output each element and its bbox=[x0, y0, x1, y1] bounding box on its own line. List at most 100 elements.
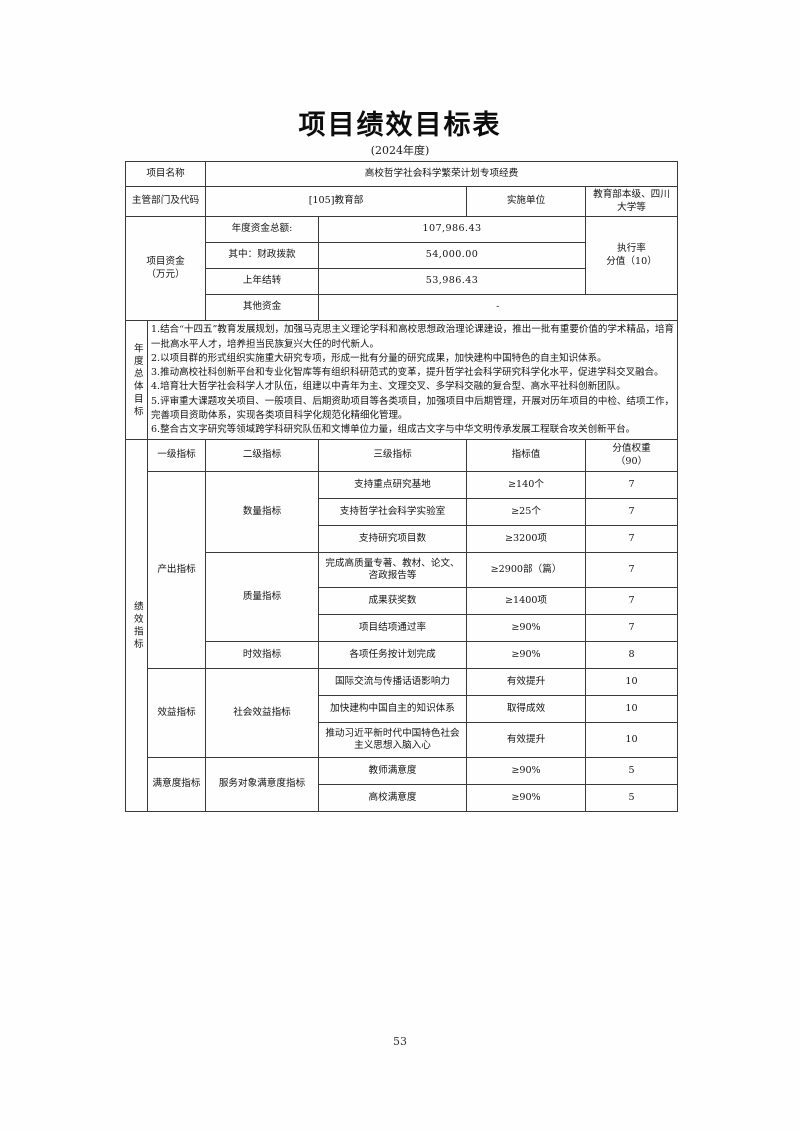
funds-row-value: 107,986.43 bbox=[318, 216, 586, 244]
indicator-value: ≥25个 bbox=[466, 498, 586, 527]
funds-row-label: 上年结转 bbox=[205, 268, 319, 296]
header-level3: 三级指标 bbox=[318, 439, 467, 473]
indicator-weight: 7 bbox=[585, 614, 678, 643]
table-row-indicator: 高校满意度 ≥90% 5 bbox=[126, 784, 678, 813]
annual-goals-content: 1.结合“十四五”教育发展规划，加强马克思主义理论学科和高校思想政治理论课建设，… bbox=[147, 320, 678, 441]
level2-timeliness: 时效指标 bbox=[205, 641, 319, 670]
table-row-indicator: 效益指标 社会效益指标 国际交流与传播话语影响力 有效提升 10 bbox=[126, 668, 678, 759]
page-title: 项目绩效目标表 bbox=[298, 110, 502, 141]
indicator-value: ≥90% bbox=[466, 641, 586, 670]
level2-quantity: 数量指标 bbox=[205, 471, 319, 554]
level3-label: 支持重点研究基地 bbox=[318, 471, 467, 500]
table-row-project-name: 项目名称 高校哲学社会科学繁荣计划专项经费 bbox=[125, 161, 678, 187]
header-weight-line1: 分值权重 bbox=[612, 443, 651, 455]
project-name-label: 项目名称 bbox=[125, 161, 206, 187]
header-value: 指标值 bbox=[466, 439, 586, 473]
indicator-value: 取得成效 bbox=[466, 695, 586, 724]
page-subtitle: (2024年度) bbox=[370, 144, 430, 157]
header-level2: 二级指标 bbox=[205, 439, 319, 473]
project-name-value: 高校哲学社会科学繁荣计划专项经费 bbox=[205, 161, 678, 187]
goal-item: 2.以项目群的形式组织实施重大研究专项，形成一批有分量的研究成果，加快建构中国特… bbox=[151, 352, 607, 364]
execution-rate-line1: 执行率 bbox=[617, 243, 646, 255]
table-row-indicator: 推动习近平新时代中国特色社会主义思想入脑入心 有效提升 10 bbox=[126, 722, 678, 759]
table-row-indicator: 项目结项通过率 ≥90% 7 bbox=[126, 614, 678, 643]
table-row-annual-goals: 年度总体目标 1.结合“十四五”教育发展规划，加强马克思主义理论学科和高校思想政… bbox=[125, 320, 678, 441]
funds-row-value: 53,986.43 bbox=[318, 268, 586, 296]
indicator-weight: 7 bbox=[585, 587, 678, 616]
indicator-weight: 7 bbox=[585, 498, 678, 527]
table-row-indicator-headers: 绩效指标 一级指标 二级指标 三级指标 指标值 分值权重 （90） bbox=[125, 439, 678, 813]
level1-benefit: 效益指标 bbox=[147, 668, 206, 759]
table-row-indicator: 加快建构中国自主的知识体系 取得成效 10 bbox=[126, 695, 678, 724]
table-row-department: 主管部门及代码 [105]教育部 实施单位 教育部本级、四川大学等 bbox=[125, 185, 678, 218]
indicator-value: ≥90% bbox=[466, 784, 586, 813]
level3-label: 高校满意度 bbox=[318, 784, 467, 813]
indicator-value: ≥140个 bbox=[466, 471, 586, 500]
level3-label: 支持哲学社会科学实验室 bbox=[318, 498, 467, 527]
department-value: [105]教育部 bbox=[205, 185, 467, 218]
level3-label: 成果获奖数 bbox=[318, 587, 467, 616]
level1-output: 产出指标 bbox=[147, 471, 206, 670]
performance-label: 绩效指标 bbox=[125, 439, 148, 813]
level3-label: 支持研究项目数 bbox=[318, 525, 467, 554]
funds-section-label: 项目资金 （万元） bbox=[125, 216, 206, 322]
indicator-value: ≥90% bbox=[466, 614, 586, 643]
goal-item: 4.培育壮大哲学社会科学人才队伍，组建以中青年为主、文理交叉、多学科交融的复合型… bbox=[151, 381, 626, 393]
level1-satisfaction: 满意度指标 bbox=[147, 757, 206, 813]
goal-item: 3.推动高校社科创新平台和专业化智库等有组织科研范式的变革，提升哲学社会科学研究… bbox=[151, 367, 664, 379]
indicator-value: ≥90% bbox=[466, 757, 586, 786]
level2-service-satisfaction: 服务对象满意度指标 bbox=[205, 757, 319, 813]
level3-label: 教师满意度 bbox=[318, 757, 467, 786]
header-weight: 分值权重 （90） bbox=[585, 439, 678, 473]
funds-row-label: 年度资金总额: bbox=[205, 216, 319, 244]
indicator-weight: 10 bbox=[585, 722, 678, 759]
level3-label: 项目结项通过率 bbox=[318, 614, 467, 643]
table-row-indicator: 支持研究项目数 ≥3200项 7 bbox=[126, 525, 678, 554]
indicator-weight: 7 bbox=[585, 552, 678, 589]
page-number: 53 bbox=[393, 1035, 407, 1048]
indicator-weight: 5 bbox=[585, 784, 678, 813]
table-row-indicator: 满意度指标 服务对象满意度指标 教师满意度 ≥90% 5 bbox=[126, 757, 678, 813]
funds-label-line2: （万元） bbox=[146, 268, 185, 280]
funds-row-label: 其他资金 bbox=[205, 294, 319, 322]
indicator-weight: 7 bbox=[585, 471, 678, 500]
table-row-indicator: 成果获奖数 ≥1400项 7 bbox=[126, 587, 678, 616]
indicator-value: 有效提升 bbox=[466, 722, 586, 759]
level3-label: 推动习近平新时代中国特色社会主义思想入脑入心 bbox=[318, 722, 467, 759]
funds-row-label: 其中：财政拨款 bbox=[205, 242, 319, 270]
department-label: 主管部门及代码 bbox=[125, 185, 206, 218]
level3-label: 各项任务按计划完成 bbox=[318, 641, 467, 670]
funds-label-line1: 项目资金 bbox=[146, 256, 185, 268]
table-row-funds-total: 项目资金 （万元） 年度资金总额: 107,986.43 执行率 分值（10） bbox=[125, 216, 678, 322]
level3-label: 加快建构中国自主的知识体系 bbox=[318, 695, 467, 724]
header-weight-line2: （90） bbox=[615, 455, 648, 467]
indicator-value: ≥1400项 bbox=[466, 587, 586, 616]
funds-row-value: 54,000.00 bbox=[318, 242, 586, 270]
table-row-funds-other: 其他资金 - bbox=[126, 294, 678, 322]
level3-label: 国际交流与传播话语影响力 bbox=[318, 668, 467, 697]
level3-label: 完成高质量专著、教材、论文、咨政报告等 bbox=[318, 552, 467, 589]
table-row-indicator: 时效指标 各项任务按计划完成 ≥90% 8 bbox=[126, 641, 678, 670]
indicator-value: 有效提升 bbox=[466, 668, 586, 697]
indicator-weight: 7 bbox=[585, 525, 678, 554]
level2-quality: 质量指标 bbox=[205, 552, 319, 643]
indicator-value: ≥2900部（篇） bbox=[466, 552, 586, 589]
goal-item: 6.整合古文字研究等领域跨学科研究队伍和文博单位力量，组成古文字与中华文明传承发… bbox=[151, 424, 636, 436]
unit-value: 教育部本级、四川大学等 bbox=[585, 185, 678, 218]
goal-item: 1.结合“十四五”教育发展规划，加强马克思主义理论学科和高校思想政治理论课建设，… bbox=[151, 324, 674, 350]
execution-rate-line2: 分值（10） bbox=[606, 255, 657, 267]
funds-row-value: - bbox=[318, 294, 678, 322]
table-row-indicator: 产出指标 数量指标 支持重点研究基地 ≥140个 7 bbox=[126, 471, 678, 670]
indicator-weight: 8 bbox=[585, 641, 678, 670]
unit-label: 实施单位 bbox=[466, 185, 586, 218]
header-level1: 一级指标 bbox=[147, 439, 206, 473]
execution-rate-cell: 执行率 分值（10） bbox=[585, 216, 678, 296]
indicator-value: ≥3200项 bbox=[466, 525, 586, 554]
indicator-weight: 10 bbox=[585, 668, 678, 697]
level2-social-benefit: 社会效益指标 bbox=[205, 668, 319, 759]
goal-item: 5.评审重大课题攻关项目、一般项目、后期资助项目等各类项目，加强项目中后期管理，… bbox=[151, 395, 674, 421]
indicator-weight: 10 bbox=[585, 695, 678, 724]
annual-goals-label: 年度总体目标 bbox=[125, 320, 148, 441]
table-row-indicator: 质量指标 完成高质量专著、教材、论文、咨政报告等 ≥2900部（篇） 7 bbox=[126, 552, 678, 643]
